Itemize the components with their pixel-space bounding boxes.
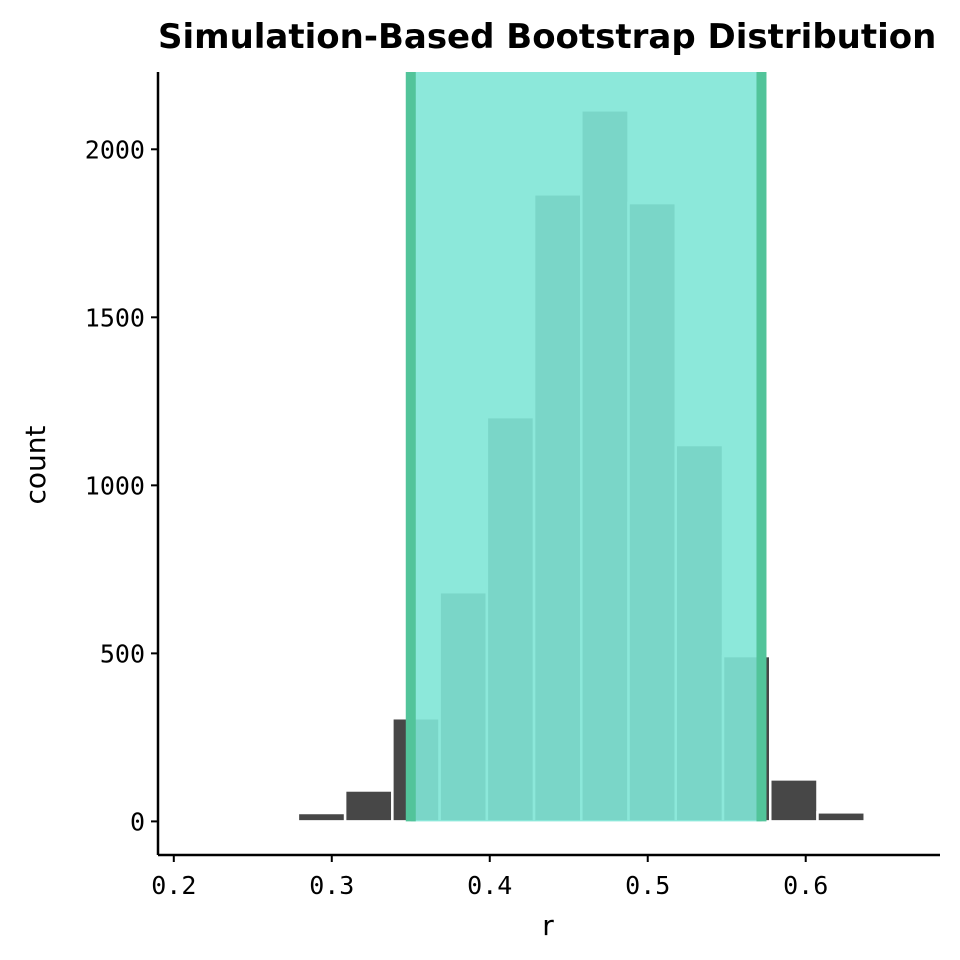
- x-tick-label-4: 0.5: [625, 871, 670, 900]
- x-tick-label-1: 0.2: [151, 871, 196, 900]
- axes: 0.2 0.3 0.4 0.5 0.6 0 500 1000 1500 2000: [85, 72, 940, 900]
- x-tick-label-3: 0.4: [467, 871, 512, 900]
- y-axis-label: count: [19, 425, 52, 504]
- x-tick-label-5: 0.6: [783, 871, 828, 900]
- x-axis-label: r: [542, 909, 554, 942]
- y-tick-label-5: 2000: [85, 135, 145, 164]
- confidence-interval-shade: [410, 72, 762, 822]
- y-tick-label-3: 1000: [85, 471, 145, 500]
- histogram-bar-1: [296, 811, 347, 823]
- plot-area: [296, 72, 866, 823]
- y-tick-label-1: 0: [130, 807, 145, 836]
- x-tick-label-2: 0.3: [309, 871, 354, 900]
- y-tick-label-2: 500: [100, 639, 145, 668]
- histogram-bar-2: [343, 789, 394, 823]
- chart-title: Simulation-Based Bootstrap Distribution: [158, 17, 936, 57]
- y-tick-label-4: 1500: [85, 303, 145, 332]
- histogram-bar-11: [769, 778, 819, 823]
- histogram-bar-12: [816, 811, 866, 823]
